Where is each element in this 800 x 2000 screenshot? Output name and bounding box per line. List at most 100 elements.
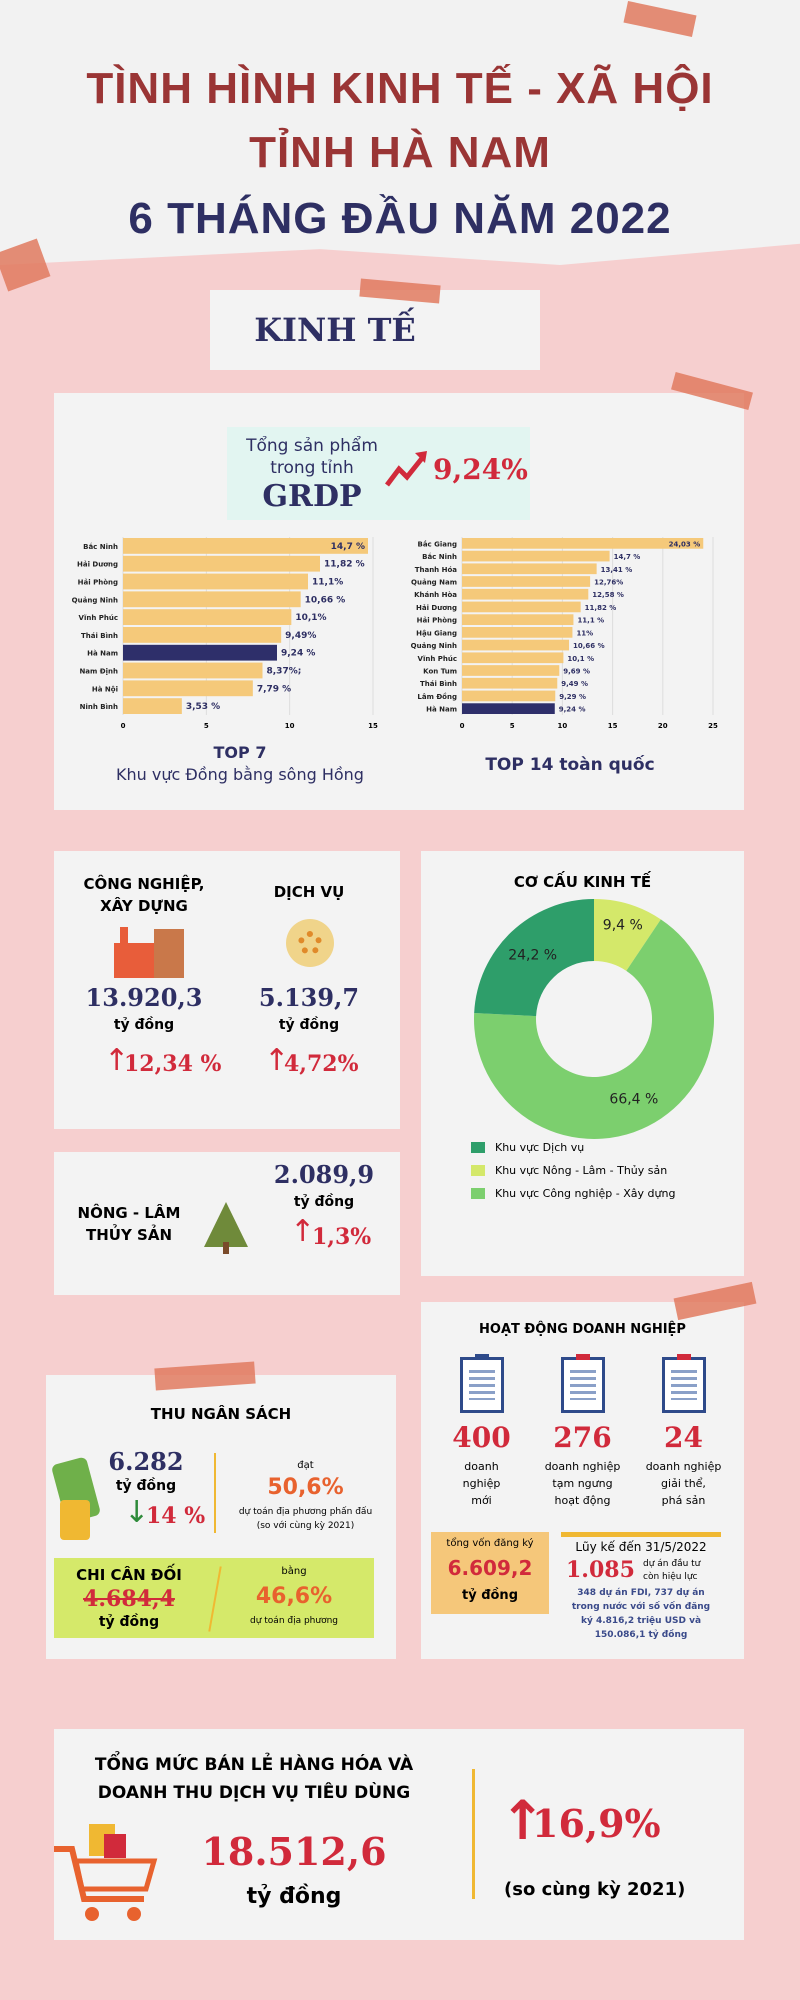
spend-equal-label: bằng	[281, 1566, 307, 1577]
bar	[462, 601, 581, 613]
data-label: 11,1 %	[577, 617, 604, 625]
bar	[123, 609, 292, 625]
business-stat-value: 400	[452, 1421, 511, 1454]
retail-panel: TỔNG MỨC BÁN LẺ HÀNG HÓA VÀ DOANH THU DỊ…	[54, 1729, 744, 1940]
bar	[462, 652, 564, 664]
business-stat-value: 24	[664, 1421, 703, 1454]
cum-note-4: 150.086,1 tỷ đồng	[594, 1630, 688, 1640]
business-stat-label: giải thể,	[661, 1477, 706, 1490]
agri-growth: 1,3%	[312, 1224, 372, 1250]
bar	[123, 680, 253, 697]
data-label: 10,66 %	[305, 595, 346, 605]
tick-label: 0	[460, 722, 465, 730]
arrow-down-icon: ↓	[124, 1495, 150, 1530]
chart-top7: 0 5 10 15 Bắc Ninh 14,7 % Hải Dương 11,82 % Hải …	[72, 537, 378, 730]
legend-item: Khu vực Nông - Lâm - Thủy sản	[471, 1164, 675, 1177]
cum-title: Lũy kế đến 31/5/2022	[575, 1540, 707, 1554]
cum-note-3: ký 4.816,2 triệu USD và	[580, 1616, 702, 1626]
data-label: 11,82 %	[585, 604, 617, 612]
data-label: 14,7 %	[331, 542, 365, 552]
spend-title: CHI CÂN ĐỐI	[76, 1566, 182, 1584]
budget-unit: tỷ đồng	[115, 1478, 177, 1494]
category-label: Hải Phòng	[417, 617, 457, 625]
business-stat-label: doanh	[464, 1460, 499, 1473]
category-label: Ninh Bình	[80, 703, 118, 711]
bar	[462, 627, 573, 638]
clipboard-icon	[560, 1354, 605, 1413]
business-stat-label: mới	[471, 1494, 492, 1507]
capital-value: 6.609,2	[447, 1556, 533, 1580]
cum-note-2: trong nước với số vốn đăng	[571, 1602, 711, 1612]
donut-chart: 9,4 % 66,4 % 24,2 %	[474, 899, 714, 1139]
business-stat-label: doanh nghiệp	[645, 1460, 722, 1473]
data-label: 9,24 %	[281, 649, 315, 659]
category-label: Hà Nam	[426, 706, 457, 714]
grdp-label-3: GRDP	[262, 479, 362, 514]
business-panel: HOẠT ĐỘNG DOANH NGHIỆP 400 doanh nghiệp mớ…	[421, 1302, 744, 1659]
spend-note: dự toán địa phương	[249, 1616, 339, 1626]
category-label: Quảng Ninh	[411, 642, 457, 650]
shopping-cart-icon	[54, 1824, 158, 1921]
legend-label: Khu vực Nông - Lâm - Thủy sản	[495, 1164, 668, 1177]
cum-label-1: dự án đầu tư	[643, 1559, 701, 1569]
legend-swatch	[471, 1188, 485, 1199]
business-title: HOẠT ĐỘNG DOANH NGHIỆP	[479, 1322, 686, 1337]
category-label: Vĩnh Phúc	[418, 655, 457, 663]
agri-value: 2.089,9	[273, 1160, 375, 1189]
data-label: 11,82 %	[324, 560, 365, 570]
category-label: Thanh Hóa	[415, 566, 458, 574]
header-background	[0, 0, 800, 265]
tick-label: 10	[285, 722, 295, 730]
structure-panel: CƠ CẤU KINH TẾ 9,4 % 66,4 % 24,2 % Khu vực…	[421, 851, 744, 1276]
coins-icon	[60, 1500, 90, 1540]
clipboard-icon	[459, 1354, 504, 1413]
bar	[462, 576, 591, 587]
business-stat: 276 doanh nghiệp tạm ngưng hoạt động	[535, 1354, 630, 1537]
business-stat-value: 276	[553, 1421, 612, 1454]
data-label: 9,49 %	[561, 680, 588, 688]
data-label: 9,69 %	[563, 668, 590, 676]
retail-title-1: TỔNG MỨC BÁN LẺ HÀNG HÓA VÀ	[94, 1755, 414, 1775]
data-label: 12,76%	[594, 579, 623, 587]
budget-reach-note-2: (so với cùng kỳ 2021)	[256, 1521, 355, 1531]
capital-box: tổng vốn đăng ký 6.609,2 tỷ đồng	[431, 1532, 549, 1614]
cum-note-1: 348 dự án FDI, 737 dự án	[577, 1588, 705, 1598]
factory-icon	[114, 923, 184, 978]
category-label: Lâm Đồng	[417, 693, 457, 701]
legend-swatch	[471, 1142, 485, 1153]
bar	[462, 690, 556, 702]
bar	[123, 644, 277, 661]
category-label: Hậu Giang	[416, 629, 457, 637]
retail-title-2: DOANH THU DỊCH VỤ TIÊU DÙNG	[97, 1783, 411, 1803]
data-label: 11%	[576, 629, 593, 637]
tick-label: 10	[558, 722, 568, 730]
category-label: Hải Phòng	[78, 579, 118, 587]
data-label: 9,29 %	[559, 693, 586, 701]
tick-label: 20	[658, 722, 668, 730]
services-value: 5.139,7	[258, 983, 360, 1012]
data-label: 10,1 %	[567, 655, 594, 663]
slice-label: 24,2 %	[508, 948, 557, 964]
capital-unit: tỷ đồng	[461, 1588, 518, 1603]
data-label: 13,41 %	[601, 566, 633, 574]
data-label: 9,49%	[285, 631, 316, 641]
services-title: DỊCH VỤ	[273, 883, 345, 901]
title-line-3: 6 THÁNG ĐẦU NĂM 2022	[128, 194, 672, 243]
data-label: 12,58 %	[592, 591, 624, 599]
industry-growth: 12,34 %	[124, 1051, 222, 1077]
bar	[462, 550, 610, 562]
category-label: Bắc Ninh	[422, 552, 457, 561]
retail-value: 18.512,6	[201, 1829, 387, 1874]
data-label: 3,53 %	[186, 702, 220, 712]
chart-caption-top14: TOP 14 toàn quốc	[485, 755, 655, 775]
budget-panel: THU NGÂN SÁCH 6.282 tỷ đồng ↓ 14 % đạt 5…	[46, 1375, 396, 1659]
legend-label: Khu vực Dịch vụ	[495, 1141, 585, 1154]
title-line-2: TỈNH HÀ NAM	[249, 128, 551, 177]
bar	[123, 573, 308, 590]
industry-unit: tỷ đồng	[113, 1017, 175, 1033]
chart-caption-region: Khu vực Đồng bằng sông Hồng	[116, 765, 364, 784]
category-label: Hà Nam	[87, 650, 118, 658]
grdp-label-2: trong tỉnh	[270, 458, 354, 478]
business-stat-label: doanh nghiệp	[544, 1460, 621, 1473]
bar	[123, 591, 301, 608]
